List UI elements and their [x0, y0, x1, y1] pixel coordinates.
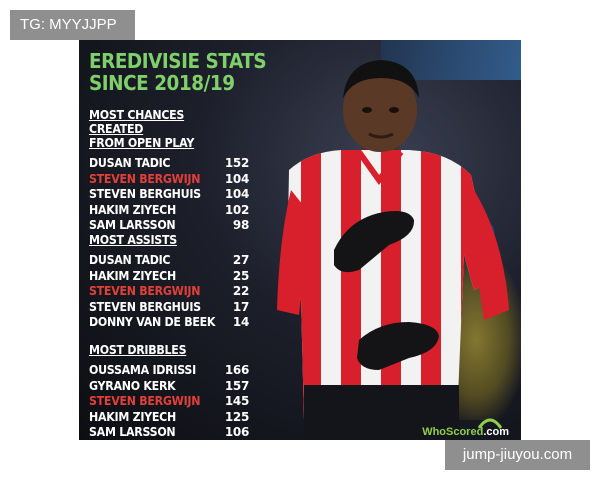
- stat-row: STEVEN BERGWIJN 145: [89, 394, 249, 410]
- section-heading: MOST ASSISTS: [89, 233, 177, 247]
- title-line-1: EREDIVISIE STATS: [89, 49, 267, 73]
- poster-title: EREDIVISIE STATS SINCE 2018/19: [89, 49, 267, 95]
- player-name: HAKIM ZIYECH: [89, 202, 176, 217]
- whoscored-logo-icon: [477, 418, 503, 429]
- title-line-2: SINCE 2018/19: [89, 71, 235, 95]
- stat-row: SAM LARSSON 98: [89, 218, 249, 234]
- stat-value: 104: [224, 187, 249, 201]
- player-name: STEVEN BERGHUIS: [89, 299, 201, 314]
- stat-value: 166: [224, 363, 249, 377]
- stats-poster: EREDIVISIE STATS SINCE 2018/19 MOST CHAN…: [79, 40, 521, 440]
- stat-value: 17: [232, 299, 249, 314]
- stat-value: 106: [224, 425, 249, 439]
- stats-list: OUSSAMA IDRISSI 166 GYRANO KERK 157 STEVEN B…: [89, 363, 249, 440]
- stat-row: SAM LARSSON 106: [89, 425, 249, 440]
- player-name: STEVEN BERGWIJN: [89, 394, 201, 408]
- stat-value: 98: [232, 218, 249, 232]
- stat-row: STEVEN BERGHUIS 17: [89, 300, 249, 316]
- section-most-dribbles: MOST DRIBBLES OUSSAMA IDRISSI 166 GYRANO K…: [89, 343, 249, 440]
- watermark-top-left: TG: MYYJJPP: [10, 10, 135, 40]
- stat-row: STEVEN BERGHUIS 104: [89, 187, 249, 203]
- section-chances-created: MOST CHANCES CREATED FROM OPEN PLAY DUSA…: [89, 108, 249, 234]
- stat-value: 102: [224, 202, 249, 217]
- stat-value: 104: [224, 171, 249, 186]
- player-name: GYRANO KERK: [89, 378, 176, 393]
- stat-value: 152: [224, 156, 249, 170]
- player-name: HAKIM ZIYECH: [89, 409, 176, 424]
- section-heading: MOST CHANCES CREATED FROM OPEN PLAY: [89, 108, 195, 150]
- stat-row: STEVEN BERGWIJN 104: [89, 172, 249, 188]
- stat-row: HAKIM ZIYECH 125: [89, 410, 249, 426]
- whoscored-logo: WhoScored.com: [422, 426, 509, 438]
- player-name: STEVEN BERGWIJN: [89, 284, 201, 298]
- stat-row: STEVEN BERGWIJN 22: [89, 284, 249, 300]
- stat-row: HAKIM ZIYECH 25: [89, 269, 249, 285]
- section-heading: MOST DRIBBLES: [89, 343, 187, 357]
- stat-value: 157: [224, 378, 249, 393]
- player-name: STEVEN BERGWIJN: [89, 171, 201, 186]
- player-name: OUSSAMA IDRISSI: [89, 363, 196, 377]
- stats-list: DUSAN TADIC 27 HAKIM ZIYECH 25 STEVEN BERGWI…: [89, 253, 249, 331]
- stat-row: GYRANO KERK 157: [89, 379, 249, 395]
- stats-list: DUSAN TADIC 152 STEVEN BERGWIJN 104 STEVEN B…: [89, 156, 249, 234]
- player-name: DONNY VAN DE BEEK: [89, 315, 216, 329]
- player-name: HAKIM ZIYECH: [89, 268, 176, 283]
- player-name: SAM LARSSON: [89, 425, 176, 439]
- player-photo: [277, 60, 509, 440]
- stat-value: 125: [224, 409, 249, 424]
- stat-row: DUSAN TADIC 152: [89, 156, 249, 172]
- stat-row: DUSAN TADIC 27: [89, 253, 249, 269]
- stat-value: 27: [232, 253, 249, 267]
- player-name: SAM LARSSON: [89, 218, 176, 232]
- stat-value: 25: [232, 268, 249, 283]
- stat-row: OUSSAMA IDRISSI 166: [89, 363, 249, 379]
- stat-row: HAKIM ZIYECH 102: [89, 203, 249, 219]
- stat-row: DONNY VAN DE BEEK 14: [89, 315, 249, 331]
- player-name: DUSAN TADIC: [89, 156, 171, 170]
- watermark-bottom-right: jump-jiuyou.com: [445, 440, 590, 470]
- stat-value: 14: [232, 315, 249, 329]
- section-most-assists: MOST ASSISTS DUSAN TADIC 27 HAKIM ZIYECH 25…: [89, 233, 249, 331]
- stat-value: 22: [232, 284, 249, 298]
- player-name: DUSAN TADIC: [89, 253, 171, 267]
- player-name: STEVEN BERGHUIS: [89, 187, 201, 201]
- stat-value: 145: [224, 394, 249, 408]
